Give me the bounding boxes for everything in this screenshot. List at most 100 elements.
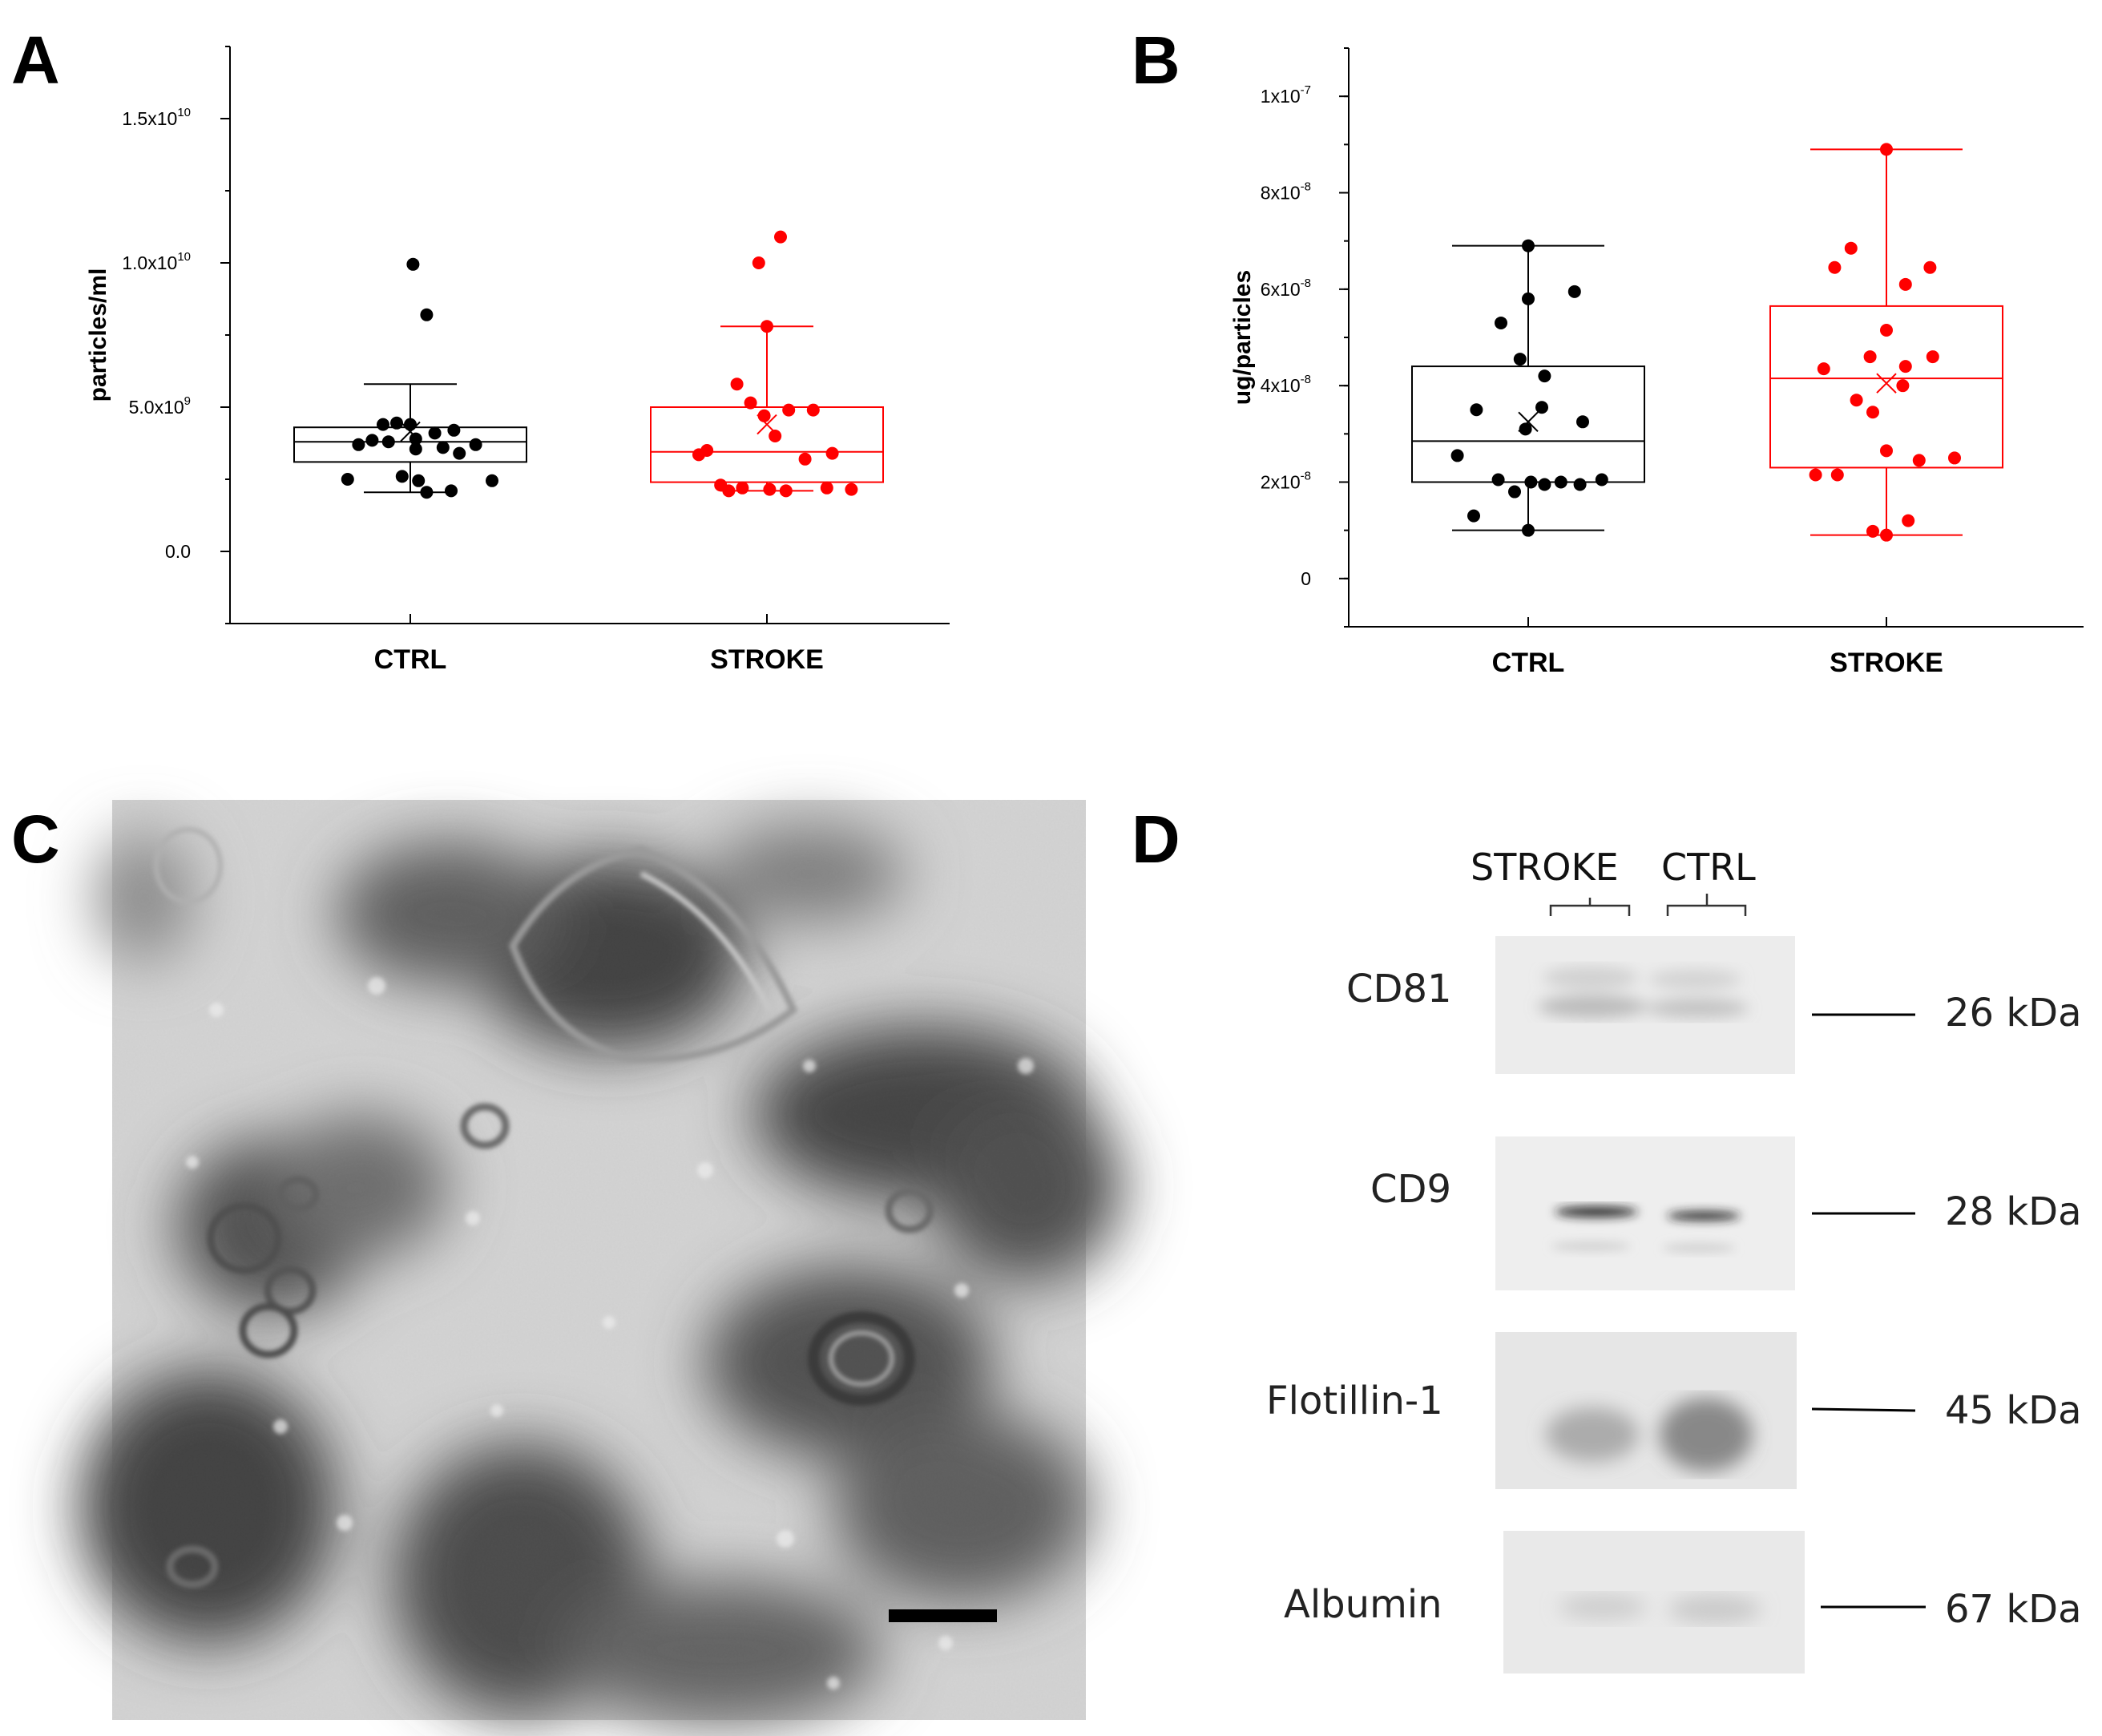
data-point [1926,350,1939,364]
data-point [428,426,442,440]
data-point [1524,475,1538,489]
data-point [1880,143,1893,156]
data-point [1467,509,1480,523]
data-point [1880,528,1893,542]
data-point [700,444,714,457]
y-tick-label: 1.0x1010 [122,250,191,273]
data-point [1519,422,1532,436]
data-point [445,484,458,498]
data-point [798,452,812,466]
data-point [1576,415,1589,429]
scale-bar [889,1609,997,1622]
data-point [1850,394,1863,407]
data-point [1880,444,1893,458]
data-point [761,320,773,333]
y-tick-label: 4x10-8 [1261,373,1311,396]
data-point [1522,292,1535,305]
data-point [845,482,858,496]
data-point [1898,277,1912,291]
chart-a-marks [293,230,884,499]
data-point [404,418,417,431]
data-point [1538,478,1551,491]
data-point [1595,473,1608,486]
box-group-ctrl [293,257,527,499]
y-tick-label: 1x10-7 [1261,83,1311,107]
data-point [1809,468,1822,482]
data-point [390,416,403,430]
data-point [782,403,796,417]
marker-line-flotillin-1 [1811,1407,1916,1412]
marker-label-28kda: 28 kDa [1945,1189,2082,1234]
data-point [806,403,820,417]
data-point [1573,478,1587,491]
data-point [820,481,833,495]
lane-label-stroke: STROKE [1471,846,1619,889]
blot-row-flotillin-1: Flotillin-1 45 kDa [1266,1332,2082,1489]
iqr-box [1769,305,2003,469]
western-blot: STROKE CTRL CD81 26 kDa [1266,846,2082,1673]
x-category-label: CTRL [374,644,447,675]
data-point [1522,523,1535,537]
data-point [1495,316,1507,329]
protein-label-cd81: CD81 [1346,967,1452,1011]
y-tick-label: 0.0 [165,541,191,562]
data-point [1898,360,1912,373]
data-point [1866,524,1879,538]
y-tick-label: 6x10-8 [1261,277,1311,300]
x-category-label: CTRL [1492,648,1565,678]
chart-a-particle-concentration: 0.0 5.0x109 1.0x1010 1.5x1010 particles/ml CT… [85,46,950,675]
y-axis-title: ug/particles [1229,270,1256,405]
box-group-stroke [650,230,884,498]
data-point [341,473,354,486]
data-point [1880,323,1893,337]
data-point [769,430,782,442]
y-tick-label: 1.5x1010 [122,106,191,129]
data-point [1923,260,1937,274]
electron-micrograph [80,800,1122,1723]
marker-label-26kda: 26 kDa [1945,991,2082,1036]
data-point [1844,241,1858,255]
panel-letter-a: A [11,22,60,98]
data-point [1513,353,1527,366]
data-point [365,434,379,447]
data-point [395,470,409,483]
data-point [763,482,777,496]
data-point [744,396,757,410]
x-category-label: STROKE [710,644,824,675]
iqr-box [650,406,884,483]
data-point [409,432,422,446]
panel-letter-d: D [1132,801,1180,877]
data-point [469,438,482,451]
data-point [1902,514,1915,527]
data-point [1912,454,1926,467]
y-tick-label: 5.0x109 [129,394,191,418]
y-tick-label: 2x10-8 [1261,470,1311,493]
data-point [1450,449,1464,462]
lane-bracket-stroke [1549,898,1631,916]
data-point [486,474,498,487]
blot-row-albumin: Albumin 67 kDa [1284,1531,2082,1673]
data-point [1866,406,1879,419]
data-point [1538,369,1551,383]
marker-label-45kda: 45 kDa [1945,1388,2082,1433]
micrograph-vesicles [154,827,934,1589]
data-point [1948,451,1961,465]
data-point [730,377,744,391]
micrograph-small-particles [186,977,1034,1690]
data-point [1522,239,1535,252]
data-point [774,230,787,244]
data-point [1567,285,1581,298]
protein-label-cd9: CD9 [1370,1167,1451,1212]
marker-label-67kda: 67 kDa [1945,1587,2082,1632]
blot-row-cd9: CD9 28 kDa [1370,1136,2082,1290]
data-point [825,446,839,460]
data-point [736,481,749,495]
data-point [352,438,365,451]
data-point [420,308,434,321]
chart-a-axes: 0.0 5.0x109 1.0x1010 1.5x1010 particles/ml CT… [85,46,950,675]
protein-label-flotillin-1: Flotillin-1 [1266,1379,1443,1423]
data-point [1828,260,1842,274]
data-point [1896,379,1910,393]
data-point [377,418,389,431]
